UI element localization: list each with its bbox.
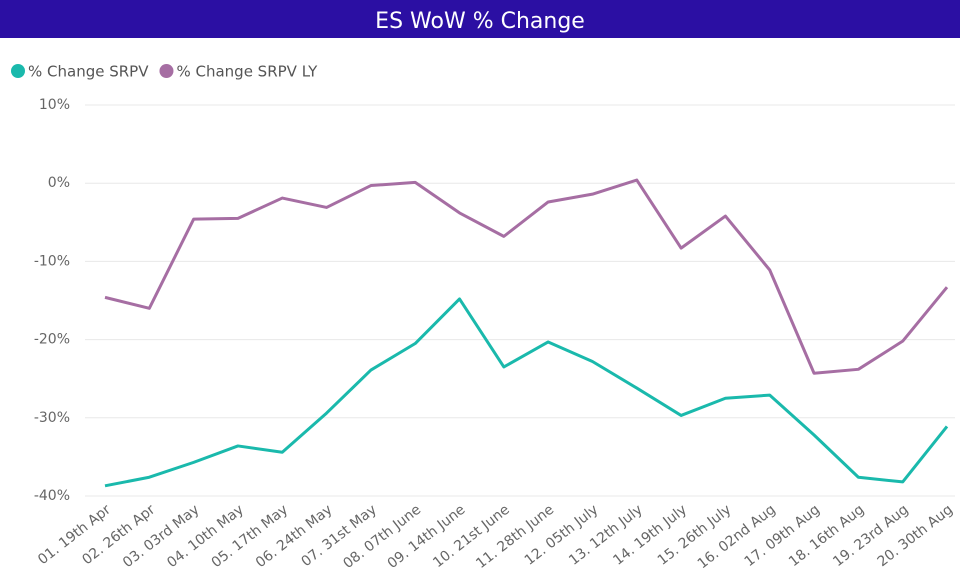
x-tick-label: 17. 09th Aug bbox=[742, 502, 823, 570]
series-line bbox=[104, 297, 949, 488]
legend-marker bbox=[11, 64, 25, 78]
x-tick-label: 03. 03rd May bbox=[120, 502, 203, 570]
y-tick-label: 0% bbox=[48, 175, 70, 191]
x-tick-label: 05. 17th May bbox=[209, 502, 292, 570]
legend-marker bbox=[159, 64, 174, 78]
x-tick-label: 07. 31st May bbox=[298, 502, 379, 570]
series-line bbox=[104, 178, 949, 375]
legend-label: % Change SRPV bbox=[28, 63, 149, 81]
x-tick-label: 20. 30th Aug bbox=[875, 502, 956, 570]
y-tick-label: -40% bbox=[34, 488, 70, 504]
x-tick-label: 01. 19th Apr bbox=[35, 502, 114, 569]
x-tick-label: 18. 16th Aug bbox=[786, 502, 867, 570]
legend-label: % Change SRPV LY bbox=[176, 63, 318, 81]
x-tick-label: 04. 10th May bbox=[164, 502, 247, 570]
x-tick-label: 06. 24th May bbox=[253, 502, 336, 570]
title-bar bbox=[0, 0, 960, 38]
chart-title: ES WoW % Change bbox=[375, 9, 585, 34]
y-tick-label: -30% bbox=[34, 410, 70, 426]
y-tick-label: -20% bbox=[34, 332, 70, 348]
y-tick-label: 10% bbox=[39, 97, 70, 113]
x-tick-label: 16. 02nd Aug bbox=[695, 502, 779, 570]
x-tick-label: 08. 07th June bbox=[340, 502, 424, 570]
x-tick-label: 11. 28th June bbox=[473, 502, 557, 570]
y-tick-label: -10% bbox=[34, 253, 70, 269]
x-tick-label: 09. 14th June bbox=[385, 502, 469, 570]
x-tick-label: 10. 21st June bbox=[430, 502, 513, 570]
x-tick-label: 19. 23rd Aug bbox=[830, 502, 911, 570]
